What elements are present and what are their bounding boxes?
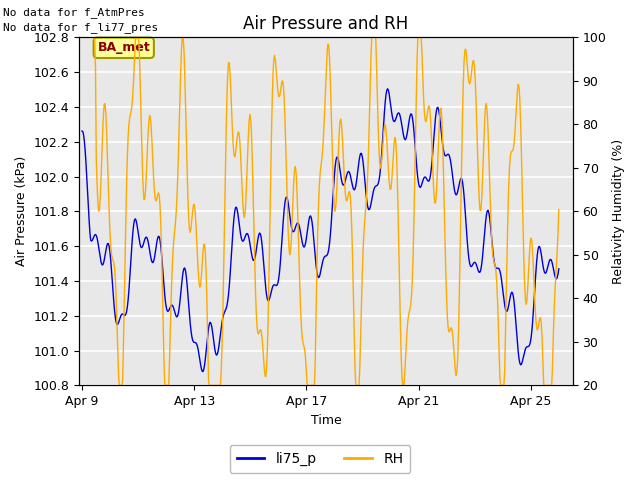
- Text: No data for f_li77_pres: No data for f_li77_pres: [3, 22, 159, 33]
- Title: Air Pressure and RH: Air Pressure and RH: [243, 15, 408, 33]
- X-axis label: Time: Time: [310, 414, 341, 427]
- Text: No data for f_AtmPres: No data for f_AtmPres: [3, 7, 145, 18]
- Y-axis label: Air Pressure (kPa): Air Pressure (kPa): [15, 156, 28, 266]
- Text: BA_met: BA_met: [97, 41, 150, 54]
- Legend: li75_p, RH: li75_p, RH: [230, 445, 410, 473]
- Y-axis label: Relativity Humidity (%): Relativity Humidity (%): [612, 139, 625, 284]
